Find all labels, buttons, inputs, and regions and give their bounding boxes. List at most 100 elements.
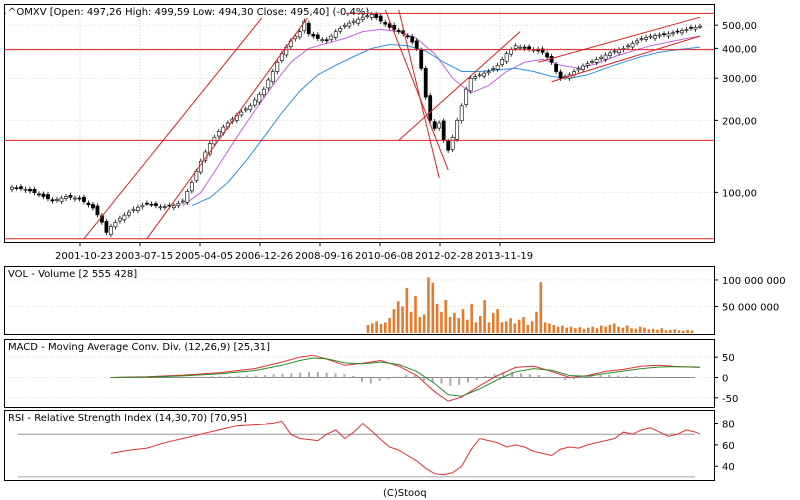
candle-body bbox=[378, 15, 383, 22]
candle-body bbox=[365, 15, 370, 18]
volume-bar bbox=[388, 318, 391, 333]
trend-line bbox=[398, 31, 521, 141]
date-tick-label: 2010-06-08 bbox=[355, 251, 413, 262]
macd-histogram-bar bbox=[396, 376, 399, 378]
macd-histogram-bar bbox=[405, 375, 408, 378]
candle-body bbox=[257, 94, 262, 103]
volume-bar bbox=[504, 321, 508, 333]
volume-bar bbox=[647, 329, 651, 333]
candle-body bbox=[369, 14, 374, 18]
macd-histogram-bar bbox=[237, 375, 240, 378]
macd-histogram-bar bbox=[290, 373, 293, 378]
candle-body bbox=[122, 214, 127, 221]
candle-body bbox=[689, 27, 693, 29]
macd-tick-label: -50 bbox=[722, 394, 738, 405]
candle-body bbox=[275, 61, 280, 72]
candle-body bbox=[441, 120, 446, 141]
rsi-tick-label: 40 bbox=[722, 462, 735, 473]
candle-body bbox=[477, 74, 482, 77]
volume-bar bbox=[690, 330, 694, 333]
trend-line bbox=[83, 9, 269, 240]
candle-body bbox=[82, 196, 86, 203]
candle-body bbox=[594, 59, 599, 63]
candle-body bbox=[639, 38, 644, 40]
candle-body bbox=[612, 50, 617, 53]
candle-body bbox=[540, 48, 545, 53]
candle-body bbox=[311, 33, 316, 37]
candle-body bbox=[153, 203, 158, 206]
macd-histogram-bar bbox=[431, 377, 434, 383]
volume-bar bbox=[621, 327, 625, 333]
volume-bar bbox=[405, 287, 409, 333]
candle-body bbox=[581, 65, 585, 70]
macd-histogram-bar bbox=[352, 375, 355, 378]
candle-body bbox=[356, 18, 361, 24]
trend-line bbox=[398, 9, 440, 178]
volume-bar bbox=[561, 325, 564, 333]
candle-body bbox=[306, 22, 311, 35]
macd-histogram-bar bbox=[467, 377, 469, 383]
volume-bar bbox=[522, 317, 525, 333]
volume-bar bbox=[673, 329, 677, 333]
volume-bar bbox=[448, 317, 452, 333]
volume-bar bbox=[669, 329, 672, 333]
grid-lines bbox=[5, 8, 714, 399]
macd-histogram-bar bbox=[502, 372, 505, 378]
candle-body bbox=[558, 71, 563, 79]
price-tick-label: 300,00 bbox=[722, 74, 757, 85]
macd-histogram-bar bbox=[387, 377, 390, 380]
candle-body bbox=[473, 76, 478, 79]
macd-histogram-bar bbox=[210, 376, 213, 378]
candle-body bbox=[10, 186, 14, 190]
candle-body bbox=[576, 68, 581, 71]
candle-body bbox=[684, 29, 689, 31]
volume-bar bbox=[401, 306, 404, 333]
candle-body bbox=[693, 26, 698, 30]
macd-histogram-bar bbox=[255, 375, 257, 378]
candle-body bbox=[635, 40, 639, 44]
price-tick-label: 500,00 bbox=[722, 21, 757, 32]
volume-bar bbox=[677, 330, 681, 333]
price-panel-frame bbox=[4, 4, 715, 243]
macd-histogram-bar bbox=[617, 375, 620, 378]
candle-body bbox=[104, 221, 109, 233]
price-tick-label: 100,00 bbox=[722, 188, 757, 199]
volume-bar bbox=[638, 326, 642, 333]
candle-body bbox=[482, 72, 487, 77]
volume-bar bbox=[539, 282, 543, 333]
date-tick-label: 2013-11-19 bbox=[475, 251, 533, 262]
macd-histogram-bar bbox=[202, 376, 204, 378]
candle-body bbox=[239, 111, 244, 116]
volume-bar bbox=[371, 323, 374, 333]
ma-violet-line bbox=[182, 28, 701, 207]
volume-bar bbox=[587, 327, 590, 333]
candle-body bbox=[109, 226, 113, 235]
macd-histogram-bar bbox=[361, 377, 363, 382]
candle-body bbox=[644, 36, 648, 40]
candle-body bbox=[657, 34, 662, 37]
volume-bar bbox=[383, 322, 387, 333]
volume-bar bbox=[466, 319, 469, 333]
candle-body bbox=[171, 205, 176, 208]
candle-body bbox=[162, 206, 167, 208]
volume-bar bbox=[513, 323, 517, 333]
candle-body bbox=[527, 46, 532, 50]
macd-histogram-bar bbox=[484, 375, 487, 378]
candle-body bbox=[675, 30, 680, 33]
volume-bar bbox=[604, 326, 607, 333]
candle-body bbox=[140, 204, 145, 208]
candle-body bbox=[248, 105, 253, 111]
candle-body bbox=[401, 30, 406, 35]
macd-histogram-bar bbox=[520, 373, 522, 378]
volume-bar bbox=[578, 327, 581, 333]
rsi-tick-label: 80 bbox=[722, 420, 735, 431]
macd-histogram-bar bbox=[511, 371, 514, 378]
candle-body bbox=[266, 79, 271, 89]
candle-body bbox=[603, 54, 608, 60]
volume-bar bbox=[630, 328, 633, 333]
candle-body bbox=[459, 105, 464, 122]
candle-body bbox=[396, 29, 401, 32]
macd-signal-line bbox=[110, 357, 701, 397]
candle-body bbox=[374, 14, 379, 18]
candle-body bbox=[32, 189, 37, 193]
